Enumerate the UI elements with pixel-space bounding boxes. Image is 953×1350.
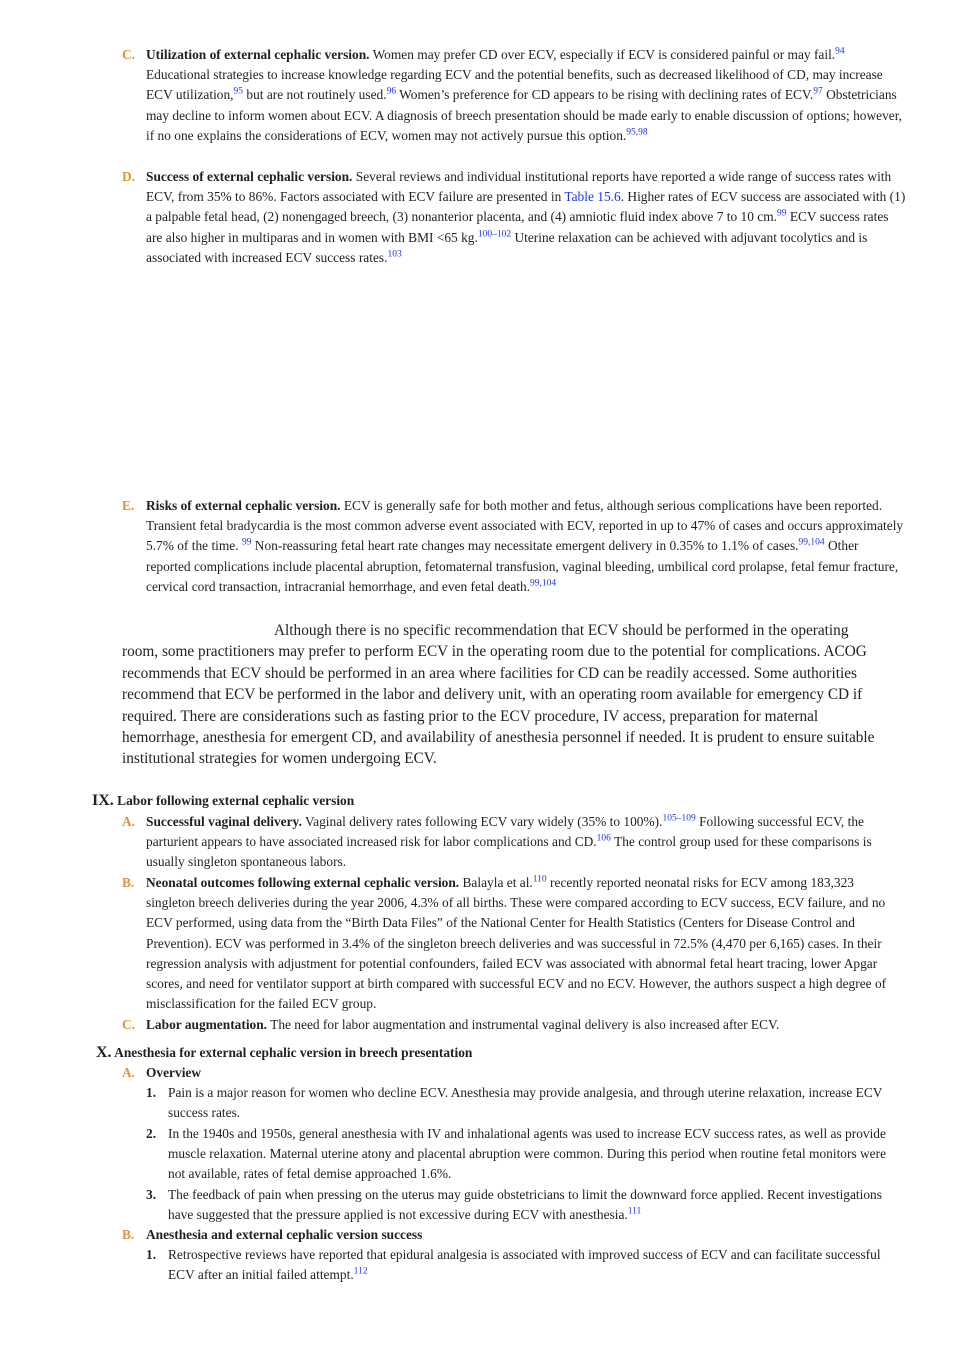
list-number: 1. (146, 1247, 157, 1262)
item-text: recently reported neonatal risks for ECV… (146, 875, 887, 1012)
item-text: Uterine relaxation can be achieved with … (146, 229, 868, 265)
citation[interactable]: 105–109 (662, 813, 696, 824)
item-letter: C. (122, 47, 136, 62)
list-text: Pain is a major reason for women who dec… (168, 1085, 883, 1121)
citation[interactable]: 97 (813, 86, 823, 97)
item-title: Overview (146, 1065, 202, 1080)
item-text: . Higher rates of ECV success are associ… (146, 189, 906, 225)
item-letter: A. (122, 814, 136, 829)
item-title: Success of external cephalic version. (146, 169, 353, 184)
item-title: Utilization of external cephalic version… (146, 47, 370, 62)
citation[interactable]: 99,104 (798, 537, 825, 548)
citation[interactable]: 95,98 (626, 127, 648, 138)
item-text: The need for labor augmentation and inst… (267, 1017, 780, 1032)
item-text: Several reviews and individual instituti… (146, 169, 892, 205)
item-text: Educational strategies to increase knowl… (146, 67, 883, 103)
citation[interactable]: 99 (241, 537, 252, 548)
citation[interactable]: 99,104 (530, 578, 557, 589)
item-letter: B. (122, 1227, 135, 1242)
item-text: Women may prefer CD over ECV, especially… (369, 47, 836, 62)
item-text: The control group used for these compari… (146, 834, 872, 870)
item-title: Neonatal outcomes following external cep… (146, 875, 460, 890)
section-heading-x: X. Anesthesia for external cephalic vers… (96, 1043, 472, 1063)
section-heading-ix: IX. Labor following external cephalic ve… (92, 791, 354, 811)
section-number: X. (96, 1044, 112, 1061)
item-letter: E. (122, 498, 135, 513)
item-title: Successful vaginal delivery. (146, 814, 302, 829)
item-letter: A. (122, 1065, 136, 1080)
list-item-x-a-3: 3. The feedback of pain when pressing on… (146, 1185, 906, 1225)
item-letter: C. (122, 1017, 136, 1032)
item-text: Women’s preference for CD appears to be … (396, 87, 814, 103)
citation[interactable]: 99 (776, 208, 787, 219)
item-d-success: D. Success of external cephalic version.… (122, 167, 906, 268)
item-e-risks: E. Risks of external cephalic version. E… (122, 496, 906, 597)
citation[interactable]: 94 (835, 46, 845, 57)
item-letter: D. (122, 169, 136, 184)
list-text: Retrospective reviews have reported that… (168, 1247, 881, 1283)
item-ix-c: C. Labor augmentation. The need for labo… (122, 1015, 906, 1035)
item-letter: B. (122, 875, 135, 890)
section-title: Anesthesia for external cephalic version… (114, 1045, 473, 1060)
list-item-x-b-1: 1. Retrospective reviews have reported t… (146, 1245, 906, 1285)
item-text: Non-reassuring fetal heart rate changes … (251, 538, 799, 554)
item-text: ECV success rates are also higher in mul… (146, 209, 889, 245)
citation[interactable]: 100–102 (477, 229, 512, 240)
citation[interactable]: 111 (627, 1206, 642, 1217)
citation[interactable]: 106 (596, 833, 611, 844)
item-text: ECV is generally safe for both mother an… (146, 498, 904, 554)
item-title: Risks of external cephalic version. (146, 498, 341, 513)
table-link[interactable]: Table 15.6 (564, 189, 621, 205)
list-number: 3. (146, 1187, 157, 1202)
list-number: 1. (146, 1085, 157, 1100)
item-ix-b: B. Neonatal outcomes following external … (122, 873, 906, 1014)
item-text: Following successful ECV, the parturient… (146, 814, 864, 850)
item-text: but are not routinely used. (243, 87, 387, 103)
list-number: 2. (146, 1126, 157, 1141)
citation[interactable]: 96 (386, 86, 397, 97)
body-paragraph: Although there is no specific recommenda… (122, 622, 875, 768)
citation[interactable]: 112 (353, 1266, 368, 1277)
item-text: Balayla et al. (459, 875, 533, 890)
citation[interactable]: 110 (532, 874, 547, 885)
item-ix-a: A. Successful vaginal delivery. Vaginal … (122, 812, 906, 873)
item-text: Vaginal delivery rates following ECV var… (301, 814, 663, 829)
item-title: Anesthesia and external cephalic version… (146, 1227, 423, 1242)
item-text: Obstetricians may decline to inform wome… (146, 87, 902, 143)
list-item-x-a-2: 2. In the 1940s and 1950s, general anest… (146, 1124, 906, 1185)
section-number: IX. (92, 792, 114, 809)
list-item-x-a-1: 1. Pain is a major reason for women who … (146, 1083, 906, 1123)
list-text: In the 1940s and 1950s, general anesthes… (168, 1126, 887, 1182)
item-text: Other reported complications include pla… (146, 538, 899, 594)
citation[interactable]: 103 (387, 249, 402, 260)
item-x-b: B. Anesthesia and external cephalic vers… (122, 1225, 906, 1245)
item-title: Labor augmentation. (146, 1017, 268, 1032)
section-title: Labor following external cephalic versio… (117, 793, 355, 808)
item-x-a: A. Overview (122, 1063, 906, 1083)
citation[interactable]: 95 (233, 86, 244, 97)
item-c-utilization: C. Utilization of external cephalic vers… (122, 45, 906, 146)
list-text: The feedback of pain when pressing on th… (168, 1187, 882, 1223)
